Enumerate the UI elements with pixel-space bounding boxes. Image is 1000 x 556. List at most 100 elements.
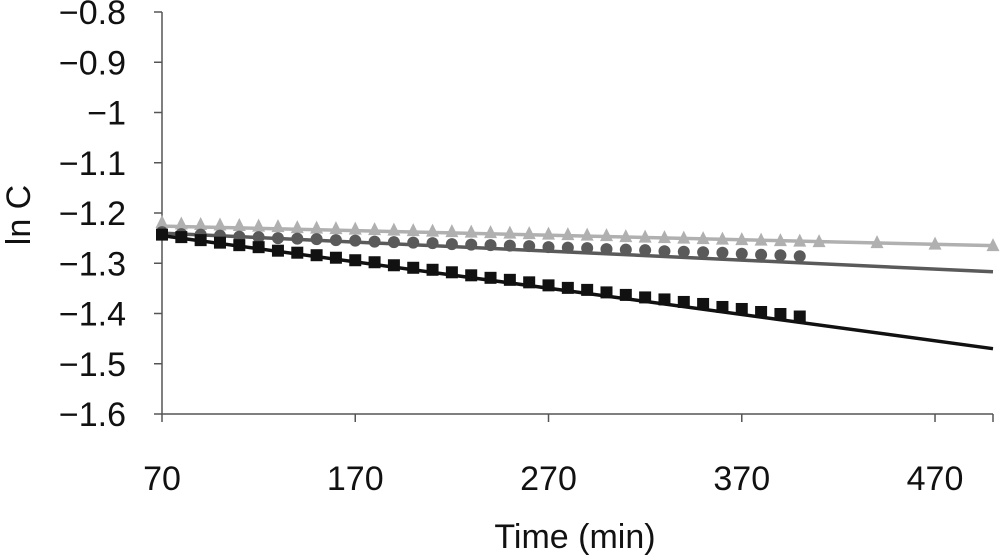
square-point (716, 300, 729, 313)
circle-point (349, 234, 362, 247)
triangle-point (194, 217, 208, 231)
triangle-point (657, 230, 671, 244)
circle-point (503, 239, 516, 252)
triangle-point (174, 216, 188, 230)
y-tick-label: −0.8 (59, 0, 126, 32)
y-tick-label: −1.2 (59, 195, 126, 233)
square-point (697, 297, 710, 310)
triangle-point (426, 223, 440, 237)
square-point (156, 228, 168, 241)
fit-lines (161, 224, 994, 351)
markers (155, 215, 1000, 323)
fit-line-triangle (161, 224, 994, 248)
y-tick-label: −1 (87, 95, 126, 133)
square-point (252, 241, 265, 254)
circle-point (581, 242, 594, 255)
square-point (329, 251, 342, 264)
square-point (619, 288, 632, 301)
square-point (349, 254, 362, 267)
triangle-point (387, 222, 401, 236)
circle-point (716, 246, 729, 259)
circle-point (252, 231, 265, 244)
x-tick-label: 170 (327, 460, 384, 498)
triangle-point (928, 236, 942, 250)
square-point (542, 279, 555, 292)
circle-point (658, 245, 671, 258)
x-tick-label: 270 (520, 460, 577, 498)
square-point (445, 266, 458, 279)
square-point (755, 305, 768, 318)
square-point (600, 286, 613, 299)
square-point (407, 261, 420, 274)
triangle-point (599, 228, 613, 242)
square-point (368, 256, 381, 269)
circle-point (368, 235, 381, 248)
tick-labels: −0.8 −0.9 −1 −1.1 −1.2 −1.3 −1.4 −1.5 −1.6 70 170 2… (59, 0, 964, 498)
square-point (503, 273, 516, 286)
circle-point (639, 244, 652, 257)
triangle-point (619, 229, 633, 243)
square-point (271, 244, 284, 257)
square-point (561, 281, 574, 294)
triangle-point (696, 231, 710, 245)
circle-point (445, 238, 458, 251)
square-point (426, 263, 439, 276)
circle-point (677, 245, 690, 258)
x-tick-label: 470 (907, 460, 964, 498)
circle-point (310, 233, 323, 246)
square-point (793, 310, 806, 323)
square-point (387, 259, 400, 272)
circle-point (484, 239, 497, 252)
triangle-point (368, 222, 382, 236)
y-axis-title: ln C (0, 185, 38, 245)
circle-point (774, 249, 787, 262)
square-point (213, 236, 226, 249)
triangle-point (503, 225, 517, 239)
circle-point (561, 241, 574, 254)
square-point (310, 249, 323, 262)
square-point (639, 291, 652, 304)
y-tick-label: −1.6 (59, 396, 126, 434)
triangle-point (232, 218, 246, 232)
square-point (194, 234, 207, 247)
circle-point (407, 236, 420, 249)
triangle-point (445, 224, 459, 238)
x-tick-label: 370 (713, 460, 770, 498)
square-point (233, 239, 246, 252)
circle-point (600, 243, 613, 256)
triangle-point (290, 220, 304, 234)
axes (154, 11, 994, 422)
circle-point (465, 238, 478, 251)
circle-point (755, 248, 768, 261)
triangle-point (986, 238, 1000, 252)
triangle-point (155, 215, 169, 229)
triangle-point (754, 232, 768, 246)
triangle-point (715, 231, 729, 245)
circle-point (542, 241, 555, 254)
square-point (291, 246, 304, 259)
circle-point (426, 237, 439, 250)
square-point (175, 231, 188, 244)
triangle-point (464, 224, 478, 238)
triangle-point (484, 225, 498, 239)
triangle-point (638, 229, 652, 243)
triangle-point (542, 226, 556, 240)
y-tick-label: −0.9 (59, 44, 126, 82)
triangle-point (735, 232, 749, 246)
triangle-point (677, 230, 691, 244)
triangle-point (870, 235, 884, 249)
triangle-point (812, 234, 826, 248)
triangle-point (580, 227, 594, 241)
square-point (465, 269, 478, 282)
y-tick-label: −1.4 (59, 296, 126, 334)
circle-point (619, 243, 632, 256)
x-axis-title: Time (min) (494, 518, 655, 556)
triangle-point (310, 220, 324, 234)
triangle-point (561, 227, 575, 241)
y-tick-label: −1.3 (59, 245, 126, 283)
circle-point (329, 234, 342, 247)
y-tick-label: −1.1 (59, 145, 126, 183)
triangle-point (406, 223, 420, 237)
triangle-point (213, 217, 227, 231)
